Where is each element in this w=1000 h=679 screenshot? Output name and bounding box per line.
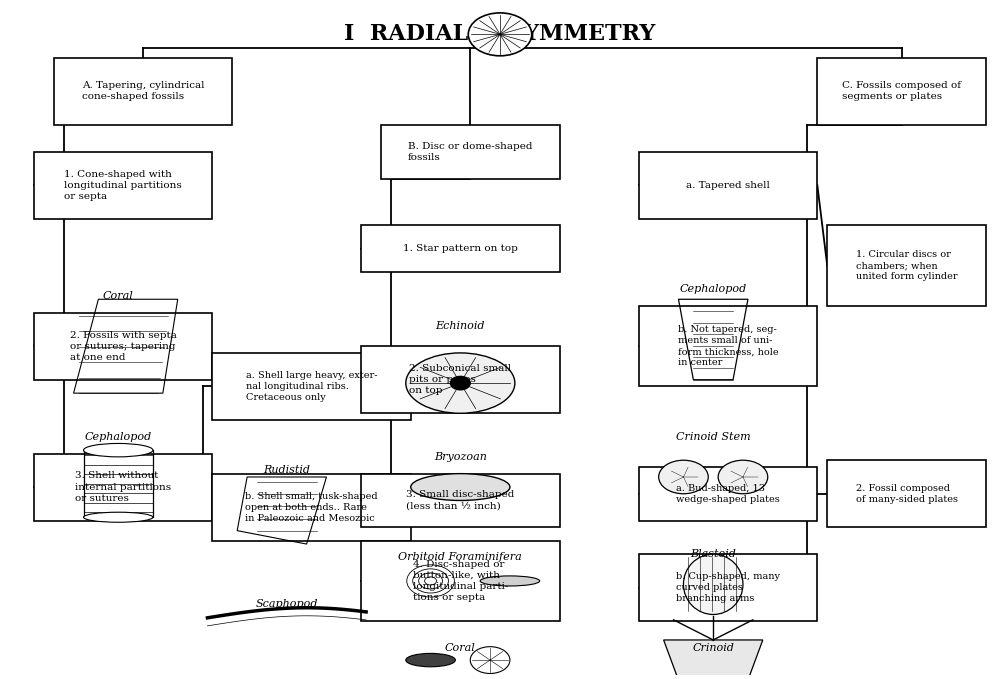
FancyBboxPatch shape bbox=[212, 353, 411, 420]
Circle shape bbox=[659, 460, 708, 494]
Ellipse shape bbox=[84, 443, 153, 457]
Text: 1. Circular discs or
chambers; when
united form cylinder: 1. Circular discs or chambers; when unit… bbox=[856, 250, 957, 281]
Ellipse shape bbox=[480, 576, 540, 586]
Text: Cephalopod: Cephalopod bbox=[85, 432, 152, 442]
Text: Coral: Coral bbox=[103, 291, 134, 301]
Text: 2. Subconical small
pits or pores
on top: 2. Subconical small pits or pores on top bbox=[409, 364, 511, 395]
Text: 4. Disc-shaped or
button-like, with
longitudinal parti-
tions or septa: 4. Disc-shaped or button-like, with long… bbox=[413, 559, 508, 602]
FancyBboxPatch shape bbox=[639, 306, 817, 386]
FancyBboxPatch shape bbox=[639, 151, 817, 219]
Ellipse shape bbox=[406, 653, 455, 667]
Text: 1. Cone-shaped with
longitudinal partitions
or septa: 1. Cone-shaped with longitudinal partiti… bbox=[64, 170, 182, 201]
Text: 2. Fossil composed
of many-sided plates: 2. Fossil composed of many-sided plates bbox=[856, 483, 958, 504]
Circle shape bbox=[450, 376, 470, 390]
Ellipse shape bbox=[683, 554, 743, 614]
Ellipse shape bbox=[406, 353, 515, 414]
Text: 1. Star pattern on top: 1. Star pattern on top bbox=[403, 244, 518, 253]
Text: Coral: Coral bbox=[445, 643, 476, 653]
FancyBboxPatch shape bbox=[639, 467, 817, 521]
Text: C. Fossils composed of
segments or plates: C. Fossils composed of segments or plate… bbox=[842, 81, 961, 101]
Text: b. Not tapered, seg-
ments small of uni-
form thickness, hole
in center: b. Not tapered, seg- ments small of uni-… bbox=[678, 325, 778, 367]
Text: Orbitoid Foraminifera: Orbitoid Foraminifera bbox=[398, 553, 522, 562]
Text: a. Shell large heavy, exter-
nal longitudinal ribs.
Cretaceous only: a. Shell large heavy, exter- nal longitu… bbox=[246, 371, 377, 402]
FancyBboxPatch shape bbox=[212, 474, 411, 540]
Text: Bryozoan: Bryozoan bbox=[434, 452, 487, 462]
Circle shape bbox=[468, 13, 532, 56]
Bar bbox=[84, 450, 153, 517]
FancyBboxPatch shape bbox=[54, 58, 232, 125]
Text: A. Tapering, cylindrical
cone-shaped fossils: A. Tapering, cylindrical cone-shaped fos… bbox=[82, 81, 204, 101]
FancyBboxPatch shape bbox=[361, 346, 560, 414]
Ellipse shape bbox=[84, 512, 153, 522]
FancyBboxPatch shape bbox=[827, 460, 986, 528]
Polygon shape bbox=[664, 640, 763, 679]
FancyBboxPatch shape bbox=[817, 58, 986, 125]
Text: Echinoid: Echinoid bbox=[436, 321, 485, 331]
Text: b. Shell small, tusk-shaped
open at both ends.. Rare
in Paleozoic and Mesozoic: b. Shell small, tusk-shaped open at both… bbox=[245, 492, 378, 523]
Text: 3. Small disc-shaped
(less than ½ inch): 3. Small disc-shaped (less than ½ inch) bbox=[406, 490, 515, 511]
Text: a. Bud-shaped, 13
wedge-shaped plates: a. Bud-shaped, 13 wedge-shaped plates bbox=[676, 483, 780, 504]
Text: Blastoid: Blastoid bbox=[690, 549, 736, 559]
Text: b. Cup-shaped, many
curved plates
branching arms: b. Cup-shaped, many curved plates branch… bbox=[676, 572, 780, 603]
Text: a. Tapered shell: a. Tapered shell bbox=[686, 181, 770, 189]
Ellipse shape bbox=[411, 474, 510, 500]
FancyBboxPatch shape bbox=[361, 540, 560, 621]
Circle shape bbox=[718, 460, 768, 494]
Text: I  RADIAL     SYMMETRY: I RADIAL SYMMETRY bbox=[344, 23, 656, 45]
FancyBboxPatch shape bbox=[34, 312, 212, 380]
FancyBboxPatch shape bbox=[34, 454, 212, 521]
FancyBboxPatch shape bbox=[827, 225, 986, 306]
FancyBboxPatch shape bbox=[361, 225, 560, 272]
Text: Scaphopod: Scaphopod bbox=[256, 600, 318, 610]
Text: 2. Fossils with septa
or sutures; tapering
at one end: 2. Fossils with septa or sutures; taperi… bbox=[70, 331, 177, 362]
Text: 3. Shell without
internal partitions
or sutures: 3. Shell without internal partitions or … bbox=[75, 471, 171, 502]
Text: Crinoid Stem: Crinoid Stem bbox=[676, 432, 751, 442]
Text: Cephalopod: Cephalopod bbox=[680, 285, 747, 294]
Text: B. Disc or dome-shaped
fossils: B. Disc or dome-shaped fossils bbox=[408, 142, 532, 162]
FancyBboxPatch shape bbox=[361, 474, 560, 528]
FancyBboxPatch shape bbox=[34, 151, 212, 219]
FancyBboxPatch shape bbox=[639, 554, 817, 621]
FancyBboxPatch shape bbox=[381, 125, 560, 179]
Text: Crinoid: Crinoid bbox=[692, 643, 734, 653]
Text: Rudistid: Rudistid bbox=[263, 465, 310, 475]
